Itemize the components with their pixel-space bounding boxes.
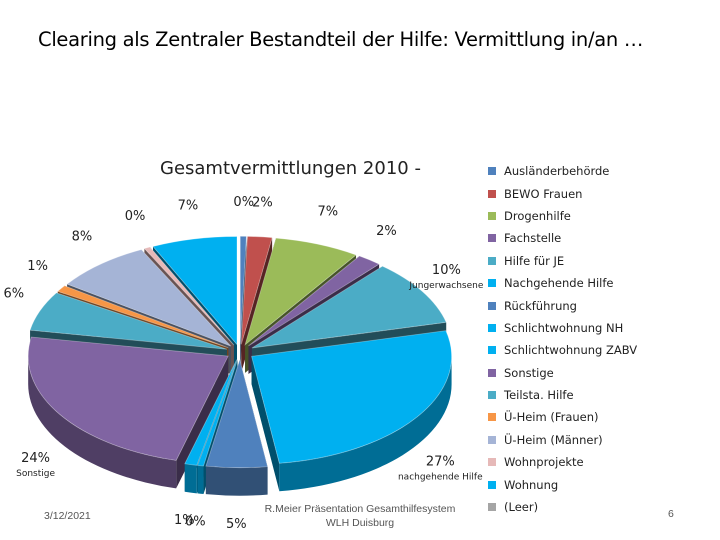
slice-wall-nachgehende-hilfe-1 xyxy=(251,356,280,492)
slice-side-nachgehende-hilfe xyxy=(279,356,452,492)
percent-label-drogenhilfe: 7% xyxy=(318,205,339,220)
percent-label-u-heim-manner: 8% xyxy=(72,229,93,244)
percent-label-nachgehende-hilfe: 27% xyxy=(426,455,455,470)
percent-label-wohnprojekte: 0% xyxy=(125,209,146,224)
slice-fachstelle xyxy=(248,255,380,347)
legend-swatch xyxy=(488,167,496,176)
legend-item-drogenhilfe: Drogenhilfe xyxy=(488,205,678,227)
legend-label: Wohnung xyxy=(504,477,559,492)
footer-date: 3/12/2021 xyxy=(44,510,91,522)
slice-wall-schlichtwohnung-nh-1 xyxy=(197,359,238,494)
legend-swatch xyxy=(488,256,496,265)
slice-drogenhilfe xyxy=(244,237,357,346)
slice-hilfe-fur-je xyxy=(251,265,447,349)
slice-wohnprojekte xyxy=(143,246,235,346)
legend-label: (Leer) xyxy=(504,500,539,515)
legend-label: Rückführung xyxy=(504,298,577,313)
footer-text-line1: R.Meier Präsentation Gesamthilfesystem xyxy=(264,503,456,515)
slice-auslanderbehorde xyxy=(239,235,247,345)
legend-swatch xyxy=(488,279,496,288)
slice-schlichtwohnung-nh xyxy=(196,359,238,467)
slice-side-sonstige xyxy=(28,356,177,489)
legend-item-schlichtwohnung-zabv: Schlichtwohnung ZABV xyxy=(488,339,678,361)
chart-legend: Ausländerbehörde BEWO Frauen Drogenhilfe Fa… xyxy=(488,160,678,518)
legend-label: BEWO Frauen xyxy=(504,186,583,201)
legend-swatch xyxy=(488,189,496,198)
percent-label-wohnung: 7% xyxy=(178,198,199,213)
legend-label: Ü-Heim (Männer) xyxy=(504,432,603,447)
legend-swatch xyxy=(488,480,496,489)
percent-label-auslanderbehorde: 0% xyxy=(233,195,254,210)
slide-title: Clearing als Zentraler Bestandteil der H… xyxy=(38,28,644,51)
percent-label-schlichtwohnung-nh: 0% xyxy=(185,515,206,530)
legend-swatch xyxy=(488,368,496,377)
legend-item-hilfe-fur-je: Hilfe für JE xyxy=(488,250,678,272)
legend-item-nachgehende-hilfe: Nachgehende Hilfe xyxy=(488,272,678,294)
legend-item-ruckfuhrung: Rückführung xyxy=(488,294,678,316)
percent-label-fachstelle: 2% xyxy=(376,224,397,239)
slice-teilsta-hilfe xyxy=(29,292,228,350)
legend-item-u-heim-manner: Ü-Heim (Männer) xyxy=(488,429,678,451)
legend-label: Nachgehende Hilfe xyxy=(504,276,614,291)
legend-swatch xyxy=(488,435,496,444)
slice-ruckfuhrung xyxy=(205,358,269,469)
percent-label-sonstige: 24% xyxy=(21,451,50,466)
legend-swatch xyxy=(488,234,496,243)
slice-schlichtwohnung-zabv xyxy=(184,359,238,466)
footer-text-line2: WLH Duisburg xyxy=(325,517,395,529)
slice-label-sonstige: Sonstige xyxy=(16,469,55,479)
legend-label: Ü-Heim (Frauen) xyxy=(504,410,599,425)
percent-label-schlichtwohnung-zabv: 1% xyxy=(174,513,195,528)
legend-item-teilsta-hilfe: Teilsta. Hilfe xyxy=(488,384,678,406)
legend-swatch xyxy=(488,301,496,310)
slice-label-nachgehende-hilfe: nachgehende Hilfe xyxy=(398,473,483,483)
percent-label-teilsta-hilfe: 6% xyxy=(4,286,25,301)
legend-item-fachstelle: Fachstelle xyxy=(488,227,678,249)
legend-label: Teilsta. Hilfe xyxy=(504,388,574,403)
percent-label-ruckfuhrung: 5% xyxy=(226,517,247,532)
legend-item-bewo-frauen: BEWO Frauen xyxy=(488,182,678,204)
legend-item-wohnprojekte: Wohnprojekte xyxy=(488,451,678,473)
slice-side-ruckfuhrung xyxy=(205,466,268,496)
legend-item-auslanderbehorde: Ausländerbehörde xyxy=(488,160,678,182)
legend-label: Fachstelle xyxy=(504,231,562,246)
legend-swatch xyxy=(488,458,496,467)
slice-side-schlichtwohnung-nh xyxy=(197,465,204,495)
chart-title: Gesamtvermittlungen 2010 - xyxy=(160,158,421,179)
legend-item-u-heim-frauen: Ü-Heim (Frauen) xyxy=(488,406,678,428)
percent-label-hilfe-fur-je: 10% xyxy=(432,263,461,278)
slice-label-hilfe-fur-je: Jungerwachsene xyxy=(408,281,483,291)
slice-u-heim-frauen xyxy=(56,285,229,349)
legend-label: Schlichtwohnung ZABV xyxy=(504,343,638,358)
legend-label: Hilfe für JE xyxy=(504,253,565,268)
slice-side-schlichtwohnung-zabv xyxy=(184,463,197,494)
legend-label: Wohnprojekte xyxy=(504,455,584,470)
page-number: 6 xyxy=(668,508,674,520)
legend-swatch xyxy=(488,503,496,512)
slice-u-heim-manner xyxy=(66,249,232,347)
legend-label: Drogenhilfe xyxy=(504,208,571,223)
legend-label: Schlichtwohnung NH xyxy=(504,320,624,335)
percent-label-u-heim-frauen: 1% xyxy=(27,259,48,274)
legend-item-leer: (Leer) xyxy=(488,496,678,518)
footer-text: R.Meier Präsentation Gesamthilfesystem W… xyxy=(255,502,465,530)
slice-sonstige xyxy=(27,336,229,461)
legend-label: Ausländerbehörde xyxy=(504,164,610,179)
slice-bewo-frauen xyxy=(240,235,273,345)
legend-swatch xyxy=(488,211,496,220)
legend-swatch xyxy=(488,391,496,400)
slice-wohnung xyxy=(152,236,238,346)
legend-swatch xyxy=(488,323,496,332)
legend-item-wohnung: Wohnung xyxy=(488,473,678,495)
legend-swatch xyxy=(488,413,496,422)
legend-item-sonstige: Sonstige xyxy=(488,362,678,384)
percent-label-bewo-frauen: 2% xyxy=(252,196,273,211)
legend-item-schlichtwohnung-nh: Schlichtwohnung NH xyxy=(488,317,678,339)
legend-label: Sonstige xyxy=(504,365,554,380)
legend-swatch xyxy=(488,346,496,355)
slice-nachgehende-hilfe xyxy=(251,330,452,464)
